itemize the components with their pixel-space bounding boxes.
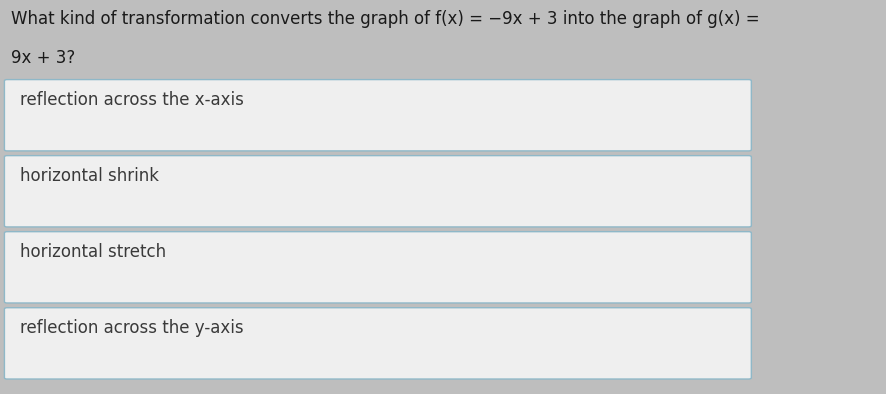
Text: horizontal shrink: horizontal shrink xyxy=(20,167,159,185)
Text: reflection across the y-axis: reflection across the y-axis xyxy=(20,319,244,337)
FancyBboxPatch shape xyxy=(4,80,751,151)
FancyBboxPatch shape xyxy=(4,308,751,379)
FancyBboxPatch shape xyxy=(4,156,751,227)
Text: horizontal stretch: horizontal stretch xyxy=(20,243,167,261)
Text: 9x + 3?: 9x + 3? xyxy=(11,49,75,67)
FancyBboxPatch shape xyxy=(4,232,751,303)
Text: reflection across the x-axis: reflection across the x-axis xyxy=(20,91,245,109)
Text: What kind of transformation converts the graph of f(x) = −9x + 3 into the graph : What kind of transformation converts the… xyxy=(11,10,759,28)
